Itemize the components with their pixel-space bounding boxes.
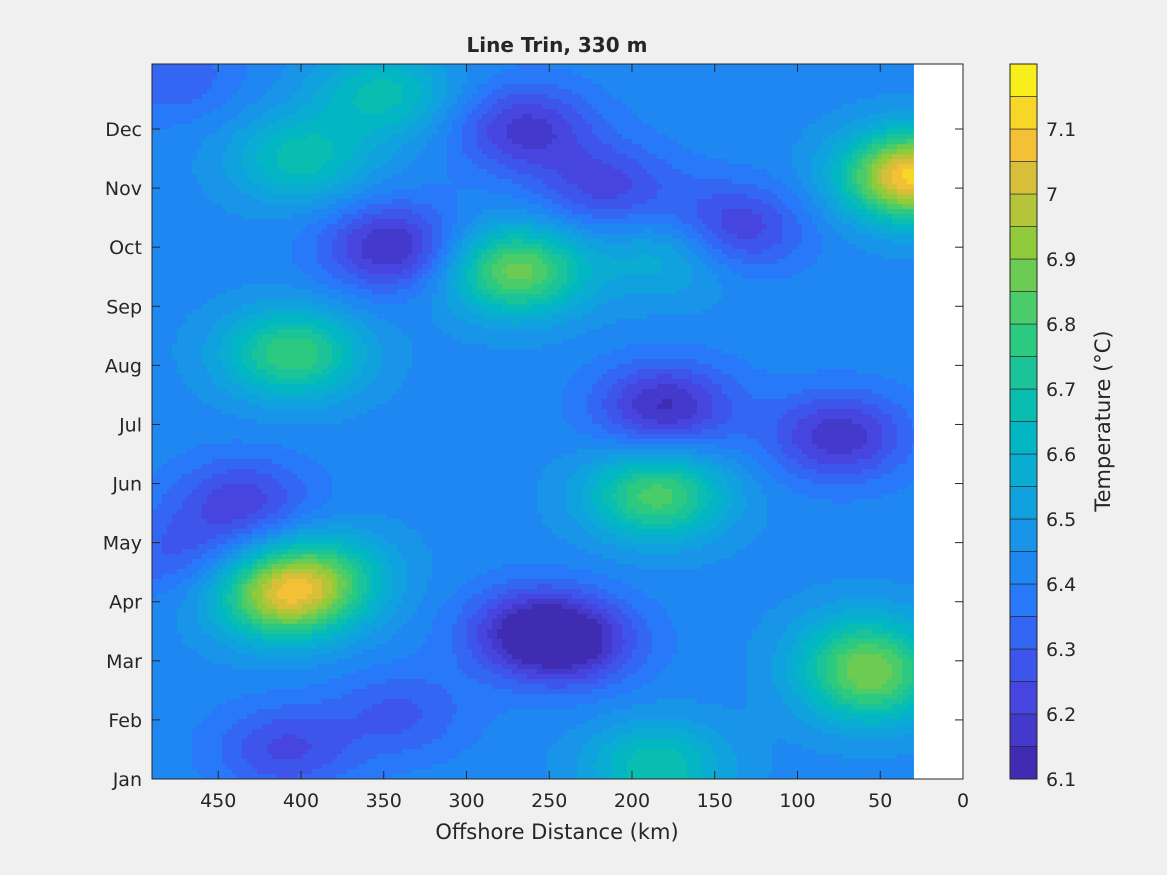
x-tick-label: 150: [697, 790, 733, 812]
colorbar-band: [1010, 259, 1037, 292]
colorbar-band: [1010, 584, 1037, 617]
colorbar-tick-label: 6.5: [1046, 509, 1076, 531]
colorbar-band: [1010, 194, 1037, 227]
chart-title: Line Trin, 330 m: [467, 33, 648, 57]
colorbar-band: [1010, 714, 1037, 747]
plot-area: [152, 64, 963, 780]
colorbar-band: [1010, 357, 1037, 390]
x-tick-label: 200: [614, 790, 650, 812]
colorbar-band: [1010, 422, 1037, 455]
colorbar-tick-label: 7: [1046, 184, 1058, 206]
colorbar-band: [1010, 324, 1037, 357]
y-tick-label: Feb: [108, 710, 142, 732]
colorbar-tick-label: 6.2: [1046, 704, 1076, 726]
colorbar-band: [1010, 454, 1037, 487]
x-tick-label: 350: [366, 790, 402, 812]
y-tick-label: Sep: [106, 296, 142, 318]
colorbar-band: [1010, 552, 1037, 585]
colorbar-ticks: 6.1 6.2 6.3 6.4 6.5 6.6 6.7 6.8 6.9 7 7.1: [1046, 119, 1076, 791]
y-tick-label: Mar: [106, 651, 142, 673]
x-tick-label: 250: [531, 790, 567, 812]
colorbar-bands: [1010, 64, 1037, 779]
y-tick-label: Oct: [109, 237, 142, 259]
x-tick-label: 0: [957, 790, 969, 812]
colorbar-band: [1010, 649, 1037, 682]
colorbar-tick-label: 6.8: [1046, 314, 1076, 336]
y-tick-label: Nov: [105, 178, 142, 200]
colorbar-band: [1010, 227, 1037, 260]
colorbar-tick-label: 6.4: [1046, 574, 1076, 596]
colorbar-tick-label: 6.9: [1046, 249, 1076, 271]
colorbar-band: [1010, 682, 1037, 715]
x-tick-label: 100: [779, 790, 815, 812]
colorbar-band: [1010, 487, 1037, 520]
colorbar-tick-label: 6.6: [1046, 444, 1076, 466]
colorbar-tick-label: 7.1: [1046, 119, 1076, 141]
y-tick-label: Apr: [109, 592, 142, 614]
colorbar-band: [1010, 389, 1037, 422]
y-tick-label: Dec: [105, 119, 142, 141]
y-tick-label: May: [103, 533, 142, 555]
colorbar-band: [1010, 292, 1037, 325]
colorbar-band: [1010, 162, 1037, 195]
contour-fill: [152, 64, 914, 780]
x-tick-label: 400: [283, 790, 319, 812]
colorbar-tick-label: 6.7: [1046, 379, 1076, 401]
y-tick-label: Jun: [111, 474, 142, 496]
colorbar-tick-label: 6.3: [1046, 639, 1076, 661]
y-tick-label: Jan: [112, 769, 142, 791]
x-tick-label: 450: [200, 790, 236, 812]
y-tick-label: Aug: [105, 355, 142, 377]
colorbar-tick-label: 6.1: [1046, 769, 1076, 791]
colorbar: 6.1 6.2 6.3 6.4 6.5 6.6 6.7 6.8 6.9 7 7.1 Temperat…: [1010, 64, 1115, 791]
colorbar-band: [1010, 519, 1037, 552]
colorbar-band: [1010, 64, 1037, 97]
x-tick-label: 300: [448, 790, 484, 812]
colorbar-band: [1010, 97, 1037, 130]
colorbar-band: [1010, 129, 1037, 162]
colorbar-band: [1010, 747, 1037, 780]
x-tick-label: 50: [868, 790, 892, 812]
colorbar-label: Temperature (°C): [1091, 330, 1115, 512]
colorbar-band: [1010, 617, 1037, 650]
x-axis-label: Offshore Distance (km): [435, 820, 678, 844]
y-tick-label: Jul: [118, 414, 142, 436]
